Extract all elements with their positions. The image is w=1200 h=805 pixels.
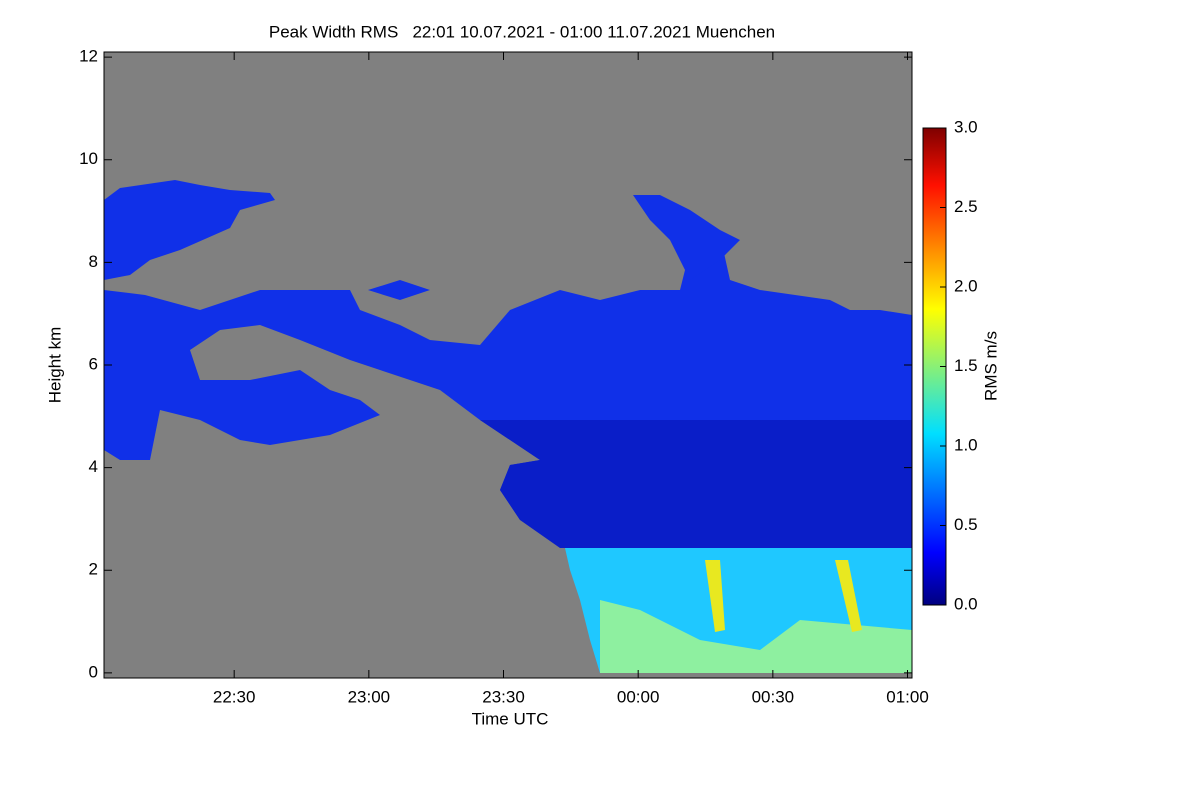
precipitation [600,600,912,673]
colorbar-tick-label: 1.0 [954,435,978,454]
y-axis-label: Height km [45,327,64,404]
y-tick-label: 0 [89,662,98,681]
x-axis-label: Time UTC [472,709,549,728]
y-tick-label: 2 [89,560,98,579]
colorbar-label: RMS m/s [981,331,1000,401]
y-tick-label: 8 [89,252,98,271]
colorbar-tick-label: 0.0 [954,594,978,613]
x-tick-label: 22:30 [213,687,256,706]
colorbar-tick-label: 3.0 [954,117,978,136]
y-tick-label: 4 [89,457,98,476]
y-tick-label: 10 [79,149,98,168]
echo [633,195,740,280]
colorbar-tick-label: 1.5 [954,356,978,375]
y-tick-label: 12 [79,47,98,66]
colorbar-tick-label: 2.0 [954,276,978,295]
x-tick-label: 23:00 [348,687,391,706]
precipitation [705,560,725,632]
x-tick-label: 01:00 [886,687,929,706]
radar-field [104,180,912,673]
colorbar-tick-label: 0.5 [954,515,978,534]
echo [368,280,430,300]
y-tick-label: 6 [89,354,98,373]
colorbar-tick-label: 2.5 [954,197,978,216]
x-tick-label: 00:30 [752,687,795,706]
x-tick-label: 23:30 [482,687,525,706]
echo [104,180,275,280]
x-tick-label: 00:00 [617,687,660,706]
echo [480,420,912,548]
chart-title: Peak Width RMS 22:01 10.07.2021 - 01:00 … [269,22,775,41]
precipitation [835,560,862,632]
